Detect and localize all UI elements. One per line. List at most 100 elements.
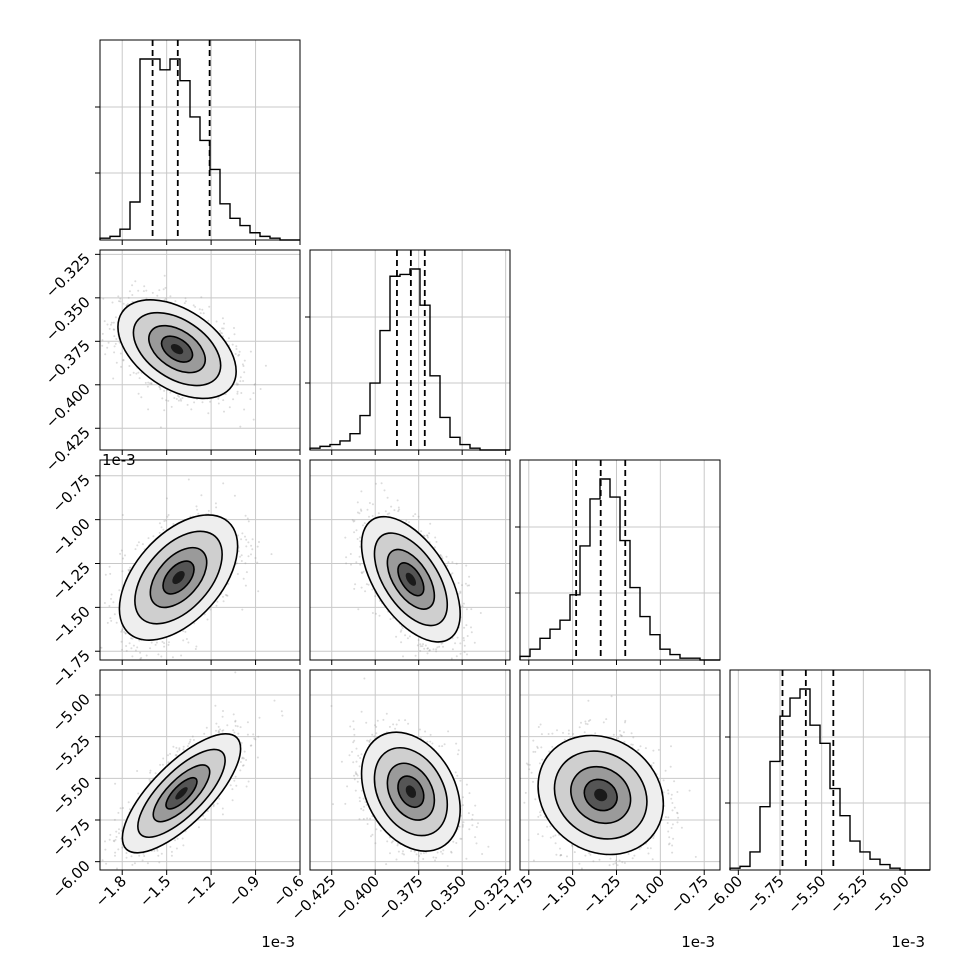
scatter-point [149,382,151,385]
scatter-point [380,482,383,485]
scatter-point [215,320,218,323]
scatter-point [121,514,124,516]
scatter-point [219,330,222,332]
y-tick-label: −0.375 [42,336,94,388]
scatter-point [466,635,469,637]
scatter-point [129,374,132,376]
scatter-point [393,509,396,512]
scatter-point [127,569,130,572]
scatter-point [165,497,168,500]
scatter-point [177,399,180,402]
scatter-point [400,641,403,644]
scatter-point [264,364,267,367]
scatter-point [455,655,458,658]
scatter-point [134,280,137,283]
scatter-point [358,512,361,515]
scatter-point [195,505,198,508]
scatter-point [161,397,164,400]
scatter-point [358,555,361,558]
scatter-point [187,641,190,644]
scatter-point [115,621,118,624]
scatter-point [153,849,156,852]
scatter-point [120,549,123,552]
scatter-point [408,521,410,524]
scatter-point [122,359,125,362]
scatter-point [252,418,255,421]
scatter-point [108,565,111,568]
histogram-panel-0 [95,39,301,245]
scatter-point [256,545,259,548]
scatter-point [234,353,237,355]
scatter-point [108,327,111,330]
scatter-point [355,529,358,532]
scatter-point [280,710,283,713]
scatter-point [360,586,363,589]
scatter-point [239,425,242,428]
scatter-point [239,555,241,558]
scatter-point [368,502,371,504]
scatter-point [233,494,236,497]
scatter-point [419,645,422,648]
scatter-point [417,639,420,641]
scatter-point [138,377,141,380]
scatter-point [127,568,130,571]
scatter-point [112,321,115,324]
scatter-point [129,566,132,569]
scatter-point [167,399,170,402]
scatter-point [128,642,131,645]
scatter-point [198,308,201,311]
scatter-point [222,600,225,603]
scatter-point [194,305,197,308]
scatter-point [112,328,115,331]
scatter-point [182,639,185,642]
scatter-point [190,408,193,411]
scatter-point [463,639,465,642]
scatter-point [426,652,429,655]
scatter-point [239,376,242,379]
y-tick-label: −0.350 [42,293,94,345]
scatter-point [137,792,140,795]
scatter-point [355,561,358,564]
scatter-point [223,410,225,413]
scatter-point [422,643,424,646]
scatter-point [159,388,162,391]
scatter-point [353,531,356,534]
scatter-point [432,648,435,651]
scatter-point [251,538,254,541]
scatter-point [468,575,471,578]
scatter-point [137,289,140,292]
histogram-step [309,268,510,451]
scatter-point [217,725,220,728]
scatter-point [119,352,122,355]
scatter-point [110,597,112,600]
scatter-point [169,295,172,298]
scatter-point [233,327,235,329]
scatter-point [363,522,366,525]
scatter-point [397,506,400,509]
scatter-point [465,564,468,567]
scatter-point [463,651,466,654]
scatter-point [371,588,374,591]
scatter-point [351,519,354,521]
scatter-point [209,400,212,403]
scatter-point [120,630,123,633]
scatter-point [414,513,417,516]
scatter-point [386,513,389,516]
scatter-point [155,641,158,644]
scatter-point [359,536,361,539]
scatter-point [147,408,150,411]
scatter-point [112,601,115,604]
scatter-point [464,582,467,585]
y-tick-label: −0.425 [42,423,94,475]
scatter-point [103,320,106,323]
scatter-point [259,388,262,390]
scatter-point [134,649,137,652]
scatter-point [236,573,239,575]
scatter-point [150,641,153,644]
scatter-point [181,397,184,399]
scatter-point [435,540,438,543]
scatter-point [104,573,107,576]
scatter-point [240,538,243,541]
scatter-point [419,649,422,652]
scatter-point [456,636,459,639]
